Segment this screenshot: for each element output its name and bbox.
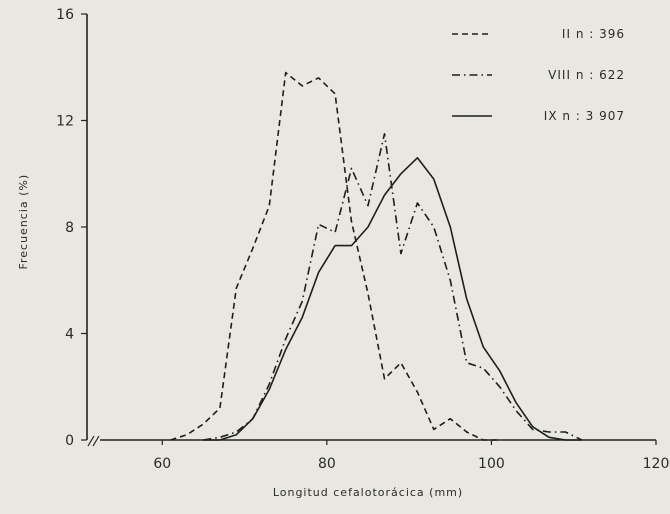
y-axis-title: Frecuencia (%) bbox=[17, 174, 30, 270]
axis-break-mark bbox=[87, 435, 100, 447]
legend: II n : 396 VIII n : 622 IX n : 3 907 bbox=[452, 27, 625, 123]
series-layer bbox=[170, 71, 583, 441]
y-ticks: 0 4 8 12 16 bbox=[56, 7, 87, 449]
y-tick-label: 0 bbox=[65, 433, 74, 449]
y-tick-label: 16 bbox=[56, 7, 74, 23]
legend-label-2: VIII n : 622 bbox=[548, 68, 625, 82]
y-tick-label: 4 bbox=[65, 327, 74, 343]
y-tick-label: 8 bbox=[65, 220, 74, 236]
series-line-2 bbox=[203, 133, 583, 441]
x-tick-label: 100 bbox=[478, 456, 505, 472]
x-ticks: 60 80 100 120 bbox=[87, 435, 670, 472]
series-line-1 bbox=[170, 71, 500, 441]
x-tick-label: 120 bbox=[643, 456, 670, 472]
legend-label-1: II n : 396 bbox=[562, 27, 625, 41]
y-tick-label: 12 bbox=[56, 114, 74, 130]
series-line-3 bbox=[203, 157, 582, 441]
x-tick-label: 60 bbox=[153, 456, 171, 472]
x-axis-title: Longitud cefalotorácica (mm) bbox=[273, 486, 463, 499]
x-tick-label: 80 bbox=[318, 456, 336, 472]
legend-label-3: IX n : 3 907 bbox=[544, 109, 625, 123]
